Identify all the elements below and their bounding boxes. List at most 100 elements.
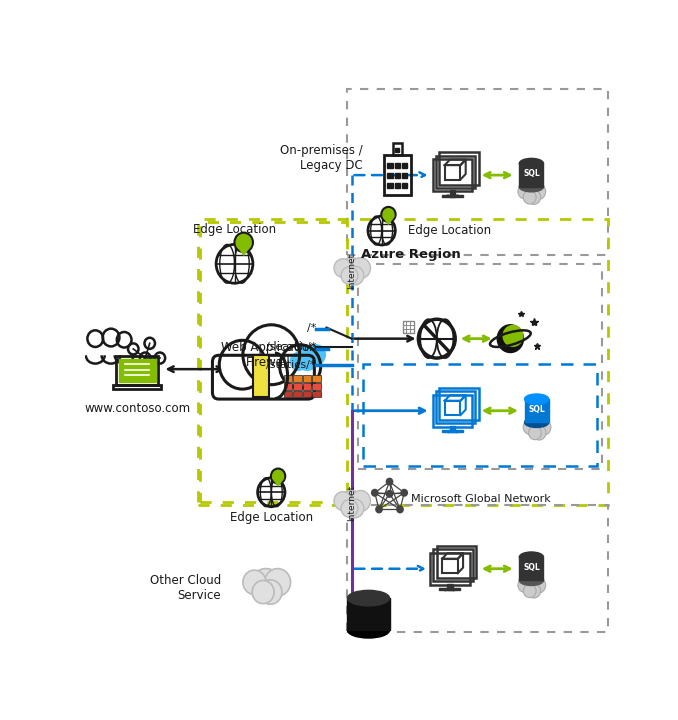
Circle shape [376, 506, 382, 513]
Bar [525, 399, 549, 423]
Bar [303, 375, 311, 382]
Circle shape [522, 577, 540, 597]
Circle shape [386, 478, 393, 485]
Bar [348, 598, 389, 630]
Bar [387, 173, 393, 179]
Circle shape [527, 584, 540, 598]
Circle shape [271, 469, 285, 484]
Bar [363, 364, 597, 466]
Circle shape [334, 258, 352, 277]
Circle shape [523, 584, 536, 598]
Bar [253, 355, 268, 397]
Bar [284, 391, 292, 397]
Bar [303, 383, 311, 390]
Bar [450, 426, 455, 432]
Bar [437, 546, 476, 578]
Text: /search/*: /search/* [266, 342, 316, 352]
Circle shape [219, 338, 266, 389]
Bar [395, 183, 400, 189]
Bar [284, 383, 292, 390]
Circle shape [229, 344, 298, 416]
Circle shape [503, 325, 523, 346]
Text: Microsoft Global Network: Microsoft Global Network [411, 495, 551, 505]
Bar [117, 356, 159, 384]
Circle shape [522, 184, 540, 203]
Circle shape [252, 580, 274, 603]
Bar [358, 264, 602, 469]
Bar [439, 588, 460, 590]
Circle shape [250, 569, 282, 602]
Ellipse shape [519, 552, 544, 562]
Circle shape [243, 570, 266, 595]
Text: On-premises /
Legacy DC: On-premises / Legacy DC [281, 145, 363, 173]
Bar [442, 194, 463, 197]
Circle shape [531, 577, 546, 593]
Circle shape [341, 266, 358, 284]
Circle shape [259, 354, 310, 407]
Circle shape [279, 344, 321, 389]
Text: Internet: Internet [347, 485, 356, 521]
Circle shape [226, 353, 279, 408]
Circle shape [243, 325, 300, 386]
Bar [198, 220, 607, 505]
Circle shape [290, 353, 307, 370]
Circle shape [381, 207, 395, 222]
Text: /*: /* [306, 323, 316, 333]
Text: SQL: SQL [523, 169, 540, 179]
Text: Edge Location: Edge Location [230, 510, 313, 523]
Text: Edge Location: Edge Location [193, 223, 276, 236]
Circle shape [235, 233, 253, 252]
Circle shape [518, 184, 532, 199]
Bar [519, 557, 544, 580]
Bar [450, 190, 455, 197]
Circle shape [527, 419, 546, 438]
Circle shape [259, 580, 282, 604]
Bar [348, 505, 607, 632]
Bar [395, 148, 399, 153]
Bar [402, 163, 407, 168]
Bar [431, 553, 470, 585]
Circle shape [340, 490, 364, 516]
Circle shape [529, 426, 541, 440]
Bar [303, 391, 311, 397]
Text: Azure Region: Azure Region [361, 248, 460, 261]
Text: Edge Location: Edge Location [408, 224, 491, 237]
Polygon shape [237, 244, 251, 255]
Bar [395, 173, 400, 179]
Circle shape [372, 490, 378, 496]
Polygon shape [273, 477, 284, 486]
Circle shape [523, 420, 537, 434]
Circle shape [340, 258, 364, 283]
Bar [436, 156, 475, 188]
Bar [439, 388, 479, 420]
Text: Web Application
Firewall: Web Application Firewall [221, 341, 317, 369]
Bar [294, 383, 302, 390]
Bar [445, 165, 460, 179]
Bar [284, 375, 292, 382]
Bar [313, 375, 321, 382]
Ellipse shape [519, 181, 544, 192]
Bar [348, 89, 607, 256]
Circle shape [527, 190, 540, 204]
Circle shape [536, 419, 551, 435]
Bar [433, 395, 473, 427]
Text: <···>: <···> [443, 428, 462, 434]
Circle shape [531, 184, 546, 199]
Bar [402, 183, 407, 189]
Circle shape [341, 500, 358, 517]
Circle shape [518, 578, 532, 593]
Circle shape [532, 426, 546, 440]
Bar [436, 392, 475, 423]
Bar [387, 163, 393, 168]
Bar [402, 173, 407, 179]
Bar [201, 222, 348, 503]
Text: <···>: <···> [443, 192, 462, 198]
Bar [442, 430, 463, 432]
Circle shape [334, 492, 352, 510]
Bar [294, 391, 302, 397]
Bar [442, 559, 458, 573]
Bar [313, 391, 321, 397]
Ellipse shape [348, 623, 390, 638]
Text: Internet: Internet [347, 252, 356, 289]
Circle shape [346, 499, 364, 518]
